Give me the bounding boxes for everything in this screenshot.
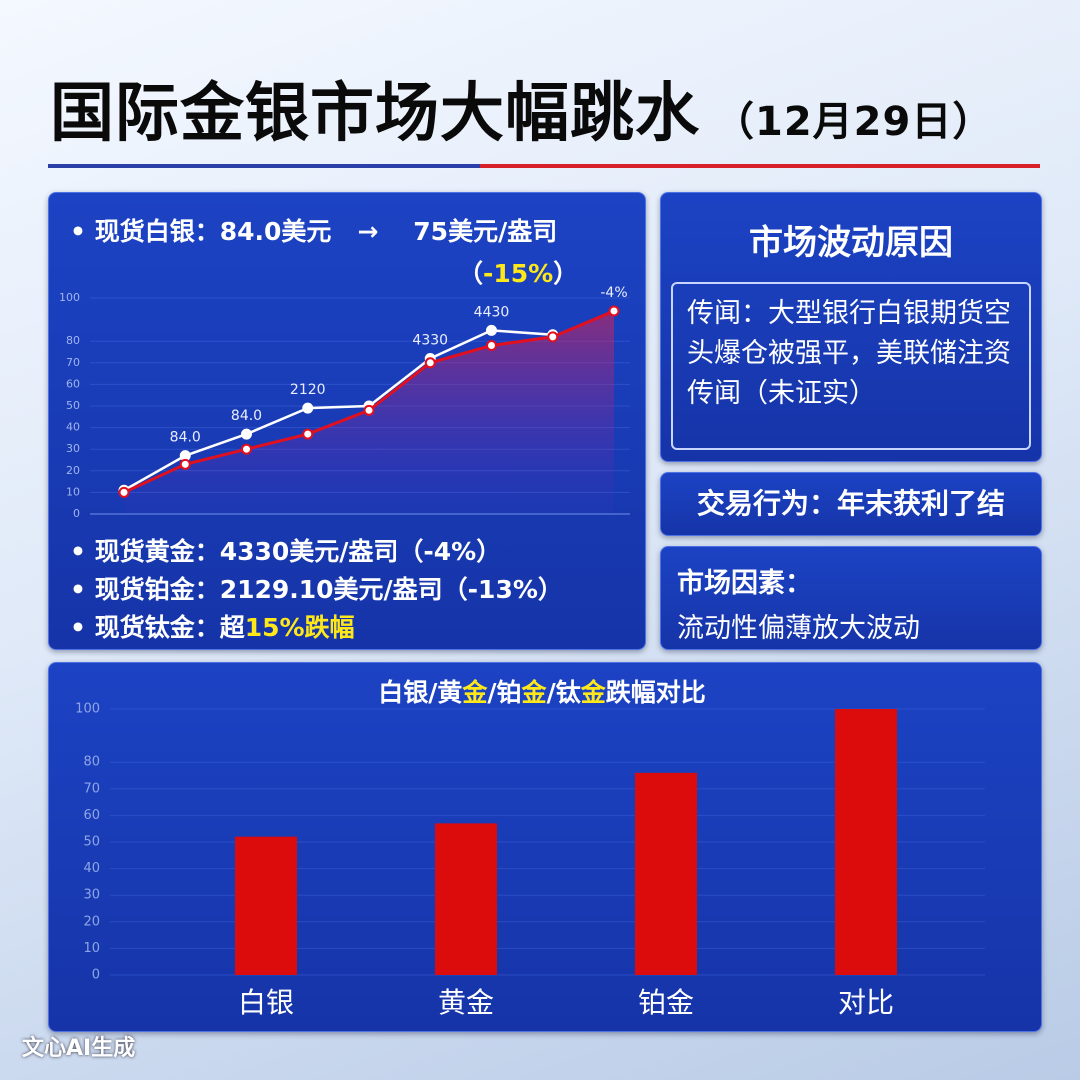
text: （ [458,259,484,288]
date: （12月29日） [714,99,994,145]
highlight: -15% [483,259,554,288]
point [179,458,191,470]
trading-panel: 交易行为：年末获利了结 [660,472,1042,536]
annotation: 84.0 [170,430,201,446]
annotation: 2120 [290,382,326,398]
factor-label: 市场因素： [677,568,812,599]
point [363,404,375,416]
point [118,486,130,498]
price-change: （-15%） [458,254,578,290]
price-line: • 现货铂金：2129.10美元/盎司（-13%） [70,575,563,604]
y-tick-label: 70 [83,781,100,796]
text: 75美元/盎司 [413,217,558,246]
y-tick-label: 50 [83,835,100,850]
reason-panel: 市场波动原因 传闻：大型银行白银期货空头爆仓被强平，美联储注资传闻（未证实） [660,192,1042,462]
point [424,357,436,369]
point [608,305,620,317]
annotation: -4% [600,285,627,301]
y-tick-label: 100 [75,702,100,717]
y-tick-label: 30 [66,442,80,455]
price-line: • 现货白银：84.0美元 → 75美元/盎司 [70,217,558,246]
factor-panel: 市场因素： 流动性偏薄放大波动 [660,546,1042,650]
title-part: 金 [580,678,607,707]
text: 现货铂金：2129.10美元/盎司（-13%） [94,575,563,604]
y-tick-label: 10 [83,941,100,956]
point [486,324,497,336]
y-tick-label: 100 [59,291,80,304]
bar [235,836,297,975]
title-part: /铂 [487,678,521,707]
y-tick-label: 50 [66,399,80,412]
headline: 国际金银市场大幅跳水 （12月29日） [50,62,993,154]
y-tick-label: 0 [73,507,80,520]
point [241,428,252,440]
text: 现货黄金：4330美元/盎司（-4%） [94,537,502,566]
text: 现货钛金：超 [94,613,245,642]
y-tick-label: 40 [83,861,100,876]
y-tick-label: 20 [66,464,80,477]
arrow: → [357,217,379,246]
factor: 流动性偏薄放大波动 [677,613,920,644]
y-tick-label: 40 [66,421,80,434]
x-tick-label: 铂金 [638,986,694,1019]
reason-title: 市场波动原因 [749,223,953,263]
title-part: /钛 [547,678,582,707]
x-tick-label: 对比 [838,986,894,1019]
rumor: 传闻：大型银行白银期货空头爆仓被强平，美联储注资传闻（未证实） [671,282,1031,450]
title: 国际金银市场大幅跳水 [50,77,700,151]
title-part: 金 [521,678,548,707]
y-tick-label: 10 [66,485,80,498]
text: 现货白银：84.0美元 [94,217,332,246]
point [302,428,314,440]
series-line [123,329,553,492]
point [486,340,497,352]
y-tick-label: 60 [83,808,100,823]
x-tick-label: 白银 [238,986,294,1019]
y-tick-label: 80 [83,755,100,770]
annotation: 4430 [474,304,510,320]
point [302,402,314,414]
price-line: • 现货钛金：超15%跌幅 [70,613,355,642]
x-tick-label: 黄金 [438,986,494,1019]
title-part: 金 [461,678,488,707]
watermark: 文心AI生成 [22,1036,136,1061]
annotation: 4330 [412,332,448,348]
y-tick-label: 0 [92,968,100,983]
point [241,443,252,455]
y-tick-label: 30 [83,888,100,903]
annotation: 84.0 [231,408,262,424]
point [547,331,559,343]
highlight: 15%跌幅 [244,613,355,642]
y-tick-label: 20 [83,914,100,929]
bar [435,823,497,975]
text: ） [553,259,579,288]
bar [835,709,897,975]
y-tick-label: 70 [66,356,80,369]
title-part: 白银/黄 [378,678,462,707]
title-part: 跌幅对比 [606,678,706,707]
y-tick-label: 80 [66,334,80,347]
rule [480,164,1040,168]
price-line: • 现货黄金：4330美元/盎司（-4%） [70,537,502,566]
bar-title: 白银/黄金/铂金/钛金跌幅对比 [378,678,705,707]
bar [635,772,697,975]
y-tick-label: 60 [66,377,80,390]
trading: 交易行为：年末获利了结 [696,487,1005,520]
rule [48,164,480,168]
